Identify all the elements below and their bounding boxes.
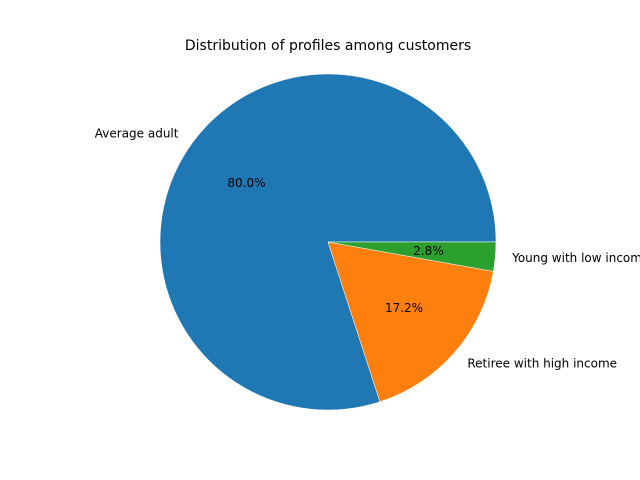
pie-slice-1 [327, 241, 494, 403]
slice-percent-0: 80.0% [227, 176, 265, 190]
chart-title: Distribution of profiles among customers [185, 38, 471, 54]
slice-label-1: Retiree with high income [467, 356, 617, 370]
pie-labels: Average adult 80.0% Retiree with high inco… [95, 126, 640, 370]
pie-slice-0 [159, 73, 497, 411]
pie-slices [159, 73, 497, 411]
slice-percent-2: 2.8% [413, 244, 444, 258]
slice-label-0: Average adult [95, 126, 179, 140]
slice-label-2: Young with low income [511, 251, 640, 265]
slice-percent-1: 17.2% [385, 301, 423, 315]
pie-slice-2 [327, 241, 497, 272]
